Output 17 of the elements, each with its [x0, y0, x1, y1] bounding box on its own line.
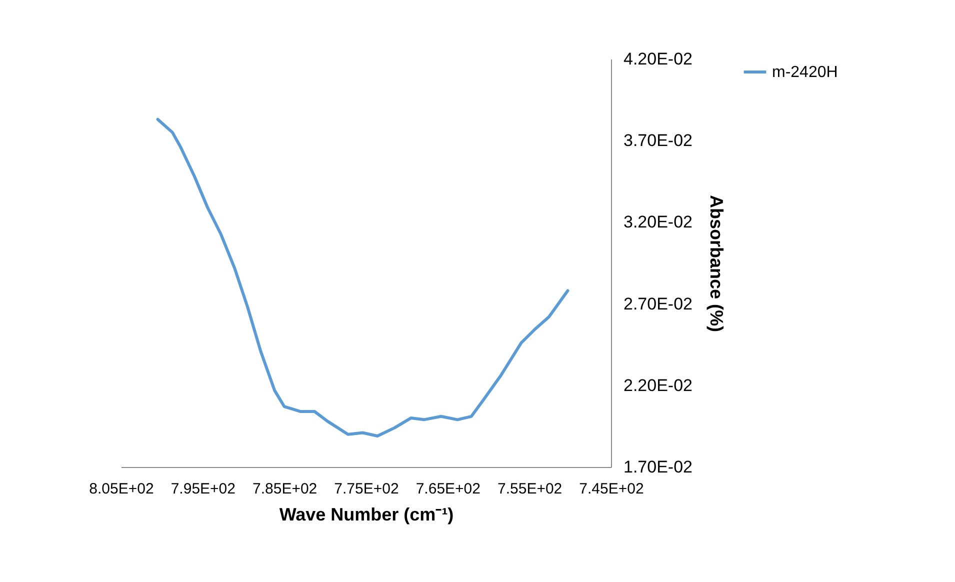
x-tick-label: 7.95E+02: [170, 480, 236, 498]
x-tick-label: 7.65E+02: [416, 480, 480, 498]
x-tick-label: 7.75E+02: [334, 480, 399, 498]
y-tick-label: 4.20E-02: [624, 50, 692, 68]
y-tick-label: 1.70E-02: [624, 458, 692, 476]
x-tick-label: 7.85E+02: [252, 480, 318, 498]
y-axis-title: Absorbance (%): [706, 194, 726, 332]
x-axis-title: Wave Number (cm⁻¹): [279, 504, 454, 524]
legend-label: m-2420H: [772, 64, 838, 81]
y-tick-label: 2.70E-02: [624, 294, 692, 314]
line-series: [156, 118, 570, 438]
x-tick-label: 7.45E+02: [579, 480, 644, 498]
y-tick-label: 2.20E-02: [624, 376, 692, 395]
x-tick-label: 7.55E+02: [498, 480, 562, 498]
y-tick-label: 3.20E-02: [624, 212, 692, 232]
y-tick-label: 3.70E-02: [624, 131, 692, 150]
x-tick-label: 8.05E+02: [89, 480, 154, 498]
